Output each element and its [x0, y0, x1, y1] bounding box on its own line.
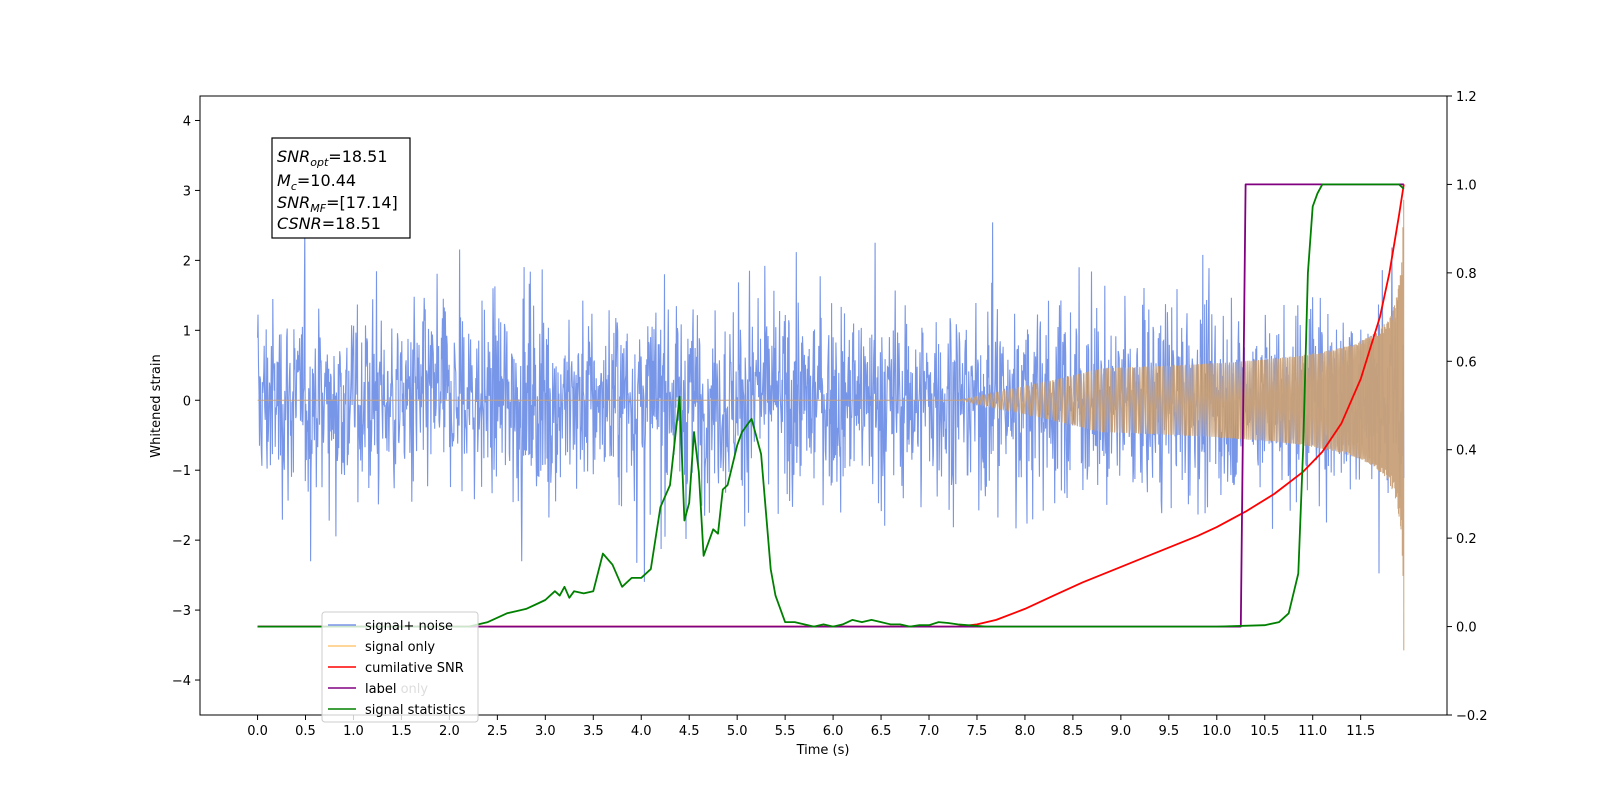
x-axis-title: Time (s) [796, 743, 850, 758]
x-tick-label: 9.0 [1111, 724, 1132, 739]
x-tick-label: 7.5 [967, 724, 988, 739]
y-tick-label: 4 [183, 114, 191, 129]
x-tick-label: 5.0 [727, 724, 748, 739]
x-tick-label: 3.0 [535, 724, 556, 739]
x-tick-label: 8.0 [1015, 724, 1036, 739]
series-layer [257, 183, 1405, 651]
x-tick-label: 9.5 [1158, 724, 1179, 739]
y2-tick-label: 0.4 [1456, 444, 1477, 459]
y-tick-label: 3 [183, 184, 191, 199]
series-signal-statistics [257, 183, 1405, 628]
x-tick-label: 4.0 [631, 724, 652, 739]
y-tick-label: 2 [183, 254, 191, 269]
x-tick-label: 5.5 [775, 724, 796, 739]
legend-label-cumulative-snr: cumilative SNR [365, 661, 464, 676]
annotation-snr-mf: SNRMF=[17.14] [277, 193, 398, 215]
annotation-box-frame [271, 137, 411, 239]
x-tick-label: 3.5 [583, 724, 604, 739]
y-tick-label: −4 [172, 674, 191, 689]
plot-area-frame [199, 95, 1448, 716]
y-tick-label: 0 [183, 394, 191, 409]
x-tick-label: 1.0 [343, 724, 364, 739]
y-tick-label: −2 [172, 534, 191, 549]
x-tick-label: 2.0 [439, 724, 460, 739]
x-tick-label: 7.0 [919, 724, 940, 739]
y2-tick-label: 1.2 [1456, 90, 1477, 105]
y2-tick-label: 0.8 [1456, 267, 1477, 282]
x-tick-label: 0.0 [247, 724, 268, 739]
y-axis-title: Whitened strain [149, 354, 164, 457]
y-tick-label: −3 [172, 604, 191, 619]
x-tick-label: 6.5 [871, 724, 892, 739]
legend-label-label: label [365, 682, 396, 697]
x-tick-label: 2.5 [487, 724, 508, 739]
y2-tick-label: −0.2 [1456, 709, 1488, 724]
series-cumulative-snr [257, 184, 1405, 628]
legend-ghost-label-only: label only [365, 682, 428, 697]
x-tick-label: 11.0 [1298, 724, 1327, 739]
axes-layer: 0.0 0.5 1.0 1.5 2.0 2.5 3.0 3.5 4.0 4.5 5.0 5.5 6.0 6… [172, 90, 1488, 739]
legend-label-signal-noise: signal+ noise [365, 619, 453, 634]
annotation-mc: Mc=10.44 [277, 171, 356, 193]
x-tick-label: 6.0 [823, 724, 844, 739]
annotation-snr-opt: SNRopt=18.51 [277, 147, 388, 169]
x-tick-label: 11.5 [1346, 724, 1375, 739]
x-tick-label: 8.5 [1063, 724, 1084, 739]
legend: signal+ noise signal only cumilative SNR… [321, 611, 479, 723]
y2-tick-label: 0.0 [1456, 621, 1477, 636]
legend-frame [321, 611, 479, 723]
y-tick-label: −1 [172, 464, 191, 479]
legend-label-signal-statistics: signal statistics [365, 703, 466, 718]
legend-label-signal-only: signal only [365, 640, 435, 655]
x-tick-label: 10.0 [1202, 724, 1231, 739]
x-tick-label: 4.5 [679, 724, 700, 739]
y2-tick-label: 0.6 [1456, 355, 1477, 370]
annotation-csnr: CSNR=18.51 [277, 214, 381, 233]
y2-tick-label: 1.0 [1456, 178, 1477, 193]
annotation-box: SNRopt=18.51 Mc=10.44 SNRMF=[17.14] CSNR… [271, 137, 411, 239]
series-signal-only [257, 199, 1405, 651]
y-tick-label: 1 [183, 324, 191, 339]
x-tick-label: 10.5 [1250, 724, 1279, 739]
x-tick-label: 1.5 [391, 724, 412, 739]
x-tick-label: 0.5 [295, 724, 316, 739]
y2-tick-label: 0.2 [1456, 532, 1477, 547]
